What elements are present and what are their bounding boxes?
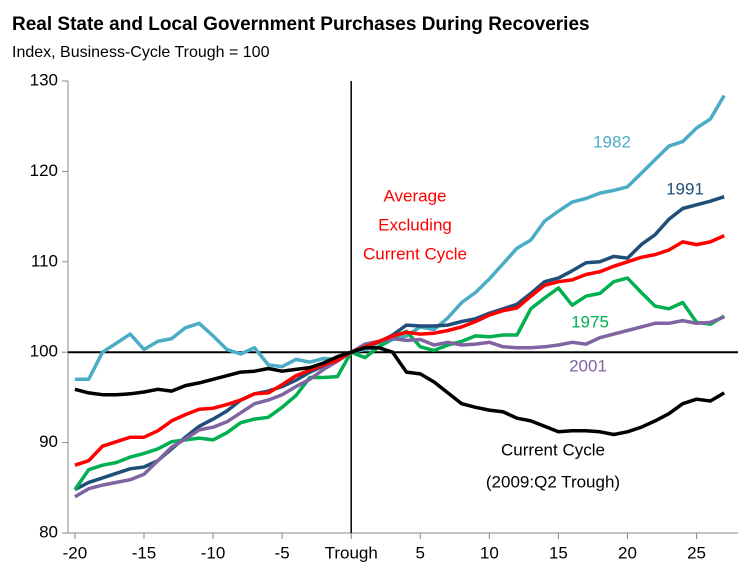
series-label: 1991 <box>666 179 704 198</box>
series-line <box>73 276 726 491</box>
series-label: (2009:Q2 Trough) <box>486 472 620 491</box>
series-line <box>74 234 725 467</box>
chart-title: Real State and Local Government Purchase… <box>12 14 590 35</box>
x-tick-label: 25 <box>687 543 706 562</box>
y-tick-label: 80 <box>39 522 58 541</box>
x-tick-label: -15 <box>132 543 157 562</box>
series-label: Excluding <box>378 215 452 234</box>
series-label: Current Cycle <box>501 440 605 459</box>
x-tick-label: -10 <box>201 543 226 562</box>
y-tick-label: 90 <box>39 432 58 451</box>
series-label: Current Cycle <box>363 244 467 263</box>
x-tick-label: 5 <box>416 543 425 562</box>
chart-subtitle: Index, Business-Cycle Trough = 100 <box>12 44 270 61</box>
y-tick-label: 100 <box>30 342 58 361</box>
series-line <box>74 345 726 437</box>
x-tick-label: 20 <box>618 543 637 562</box>
x-tick-label: -5 <box>275 543 290 562</box>
x-tick-label: 15 <box>549 543 568 562</box>
x-tick-label: -20 <box>63 543 88 562</box>
y-tick-label: 110 <box>31 251 58 270</box>
x-tick-label: 10 <box>480 543 499 562</box>
series-label: Average <box>383 186 446 205</box>
series-label: 2001 <box>569 356 607 375</box>
x-tick-label: Trough <box>325 543 378 562</box>
series-label: 1975 <box>571 312 609 331</box>
series-line <box>74 94 726 382</box>
y-tick-label: 130 <box>30 70 58 89</box>
series-line <box>74 315 725 499</box>
y-tick-label: 120 <box>30 161 58 180</box>
series-label: 1982 <box>593 132 631 151</box>
